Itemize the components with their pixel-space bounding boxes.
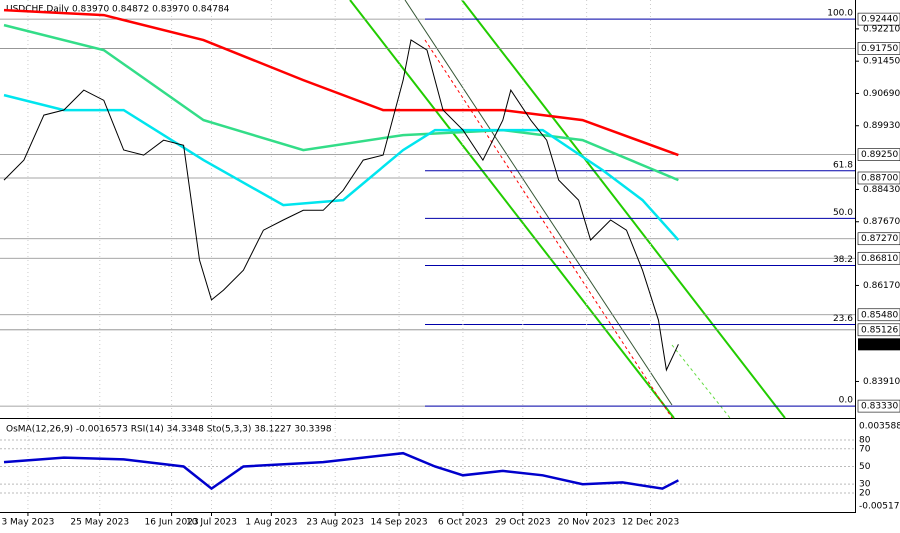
last-price-label: 0.84784 <box>861 340 898 350</box>
x-tick-label: 25 May 2023 <box>70 518 129 528</box>
y-tick-label: 0.90690 <box>863 89 900 99</box>
series-line <box>3 451 679 491</box>
price-level-label: 0.89250 <box>861 150 898 160</box>
price-level-box <box>857 12 900 26</box>
y-tick-label: 0.87670 <box>863 217 900 227</box>
last-price-box <box>858 338 900 351</box>
price-level-label: 0.88700 <box>861 173 898 183</box>
x-tick-label: 23 Aug 2023 <box>306 518 364 528</box>
price-level-label: 0.92440 <box>861 15 898 25</box>
x-tick-label: 10 Jul 2023 <box>186 518 237 528</box>
series-line <box>3 8 679 157</box>
y-tick-label: 0.91450 <box>863 57 900 67</box>
price-level-box <box>857 148 900 161</box>
y-tick-label: 0.83910 <box>863 377 900 387</box>
price-level-label: 0.86810 <box>861 254 898 264</box>
price-level-label: 0.87270 <box>861 234 898 244</box>
channel-line <box>349 0 675 419</box>
price-level-box <box>857 232 900 246</box>
price-level-label: 0.91750 <box>861 44 898 54</box>
price-level-box <box>857 308 900 322</box>
series-line <box>3 93 680 241</box>
price-level-box <box>857 399 900 413</box>
fib-label: 50.0 <box>833 208 853 218</box>
y-tick-label: 0.92210 <box>863 24 900 34</box>
osma-scale-label: -0.005173 <box>859 502 900 512</box>
price-level-box <box>857 171 900 185</box>
x-tick-label: 20 Nov 2023 <box>558 518 616 528</box>
x-tick-label: 14 Sep 2023 <box>371 518 428 528</box>
osc-tick-label: 70 <box>859 444 871 454</box>
x-tick-label: 12 Dec 2023 <box>622 518 680 528</box>
y-tick-label: 0.88430 <box>863 185 900 195</box>
indicator-title: OsMA(12,26,9) -0.0016573 RSI(14) 34.3348… <box>6 425 332 435</box>
price-level-box <box>857 251 900 265</box>
osc-tick-label: 20 <box>859 488 871 498</box>
price-level-box <box>857 42 900 55</box>
x-tick-label: 29 Oct 2023 <box>495 518 551 528</box>
x-tick-label: 3 May 2023 <box>1 518 54 528</box>
x-tick-label: 6 Oct 2023 <box>438 518 488 528</box>
osc-tick-label: 30 <box>859 480 871 490</box>
price-level-label: 0.83330 <box>861 402 898 412</box>
series-line <box>3 23 679 182</box>
price-level-label: 0.85480 <box>861 310 898 320</box>
x-tick-label: 16 Jun 2023 <box>145 518 199 528</box>
fib-label: 61.8 <box>833 160 853 170</box>
fib-label: 23.6 <box>833 314 853 324</box>
osc-tick-label: 50 <box>859 462 871 472</box>
fib-label: 38.2 <box>833 255 853 265</box>
osc-tick-label: 80 <box>859 435 871 445</box>
y-tick-label: 0.89930 <box>863 121 900 131</box>
x-tick-label: 1 Aug 2023 <box>245 518 297 528</box>
price-level-box <box>857 323 900 337</box>
channel-line <box>461 0 786 419</box>
series-line <box>3 39 679 372</box>
price-level-label: 0.85126 <box>861 325 898 335</box>
trend-line <box>404 0 673 406</box>
fib-label: 100.0 <box>827 9 853 19</box>
chart-title: USDCHF,Daily 0.83970 0.84872 0.83970 0.8… <box>6 5 230 15</box>
fib-label: 0.0 <box>839 396 854 406</box>
y-tick-label: 0.86170 <box>863 281 900 291</box>
osma-scale-label: 0.003588 <box>859 422 900 432</box>
